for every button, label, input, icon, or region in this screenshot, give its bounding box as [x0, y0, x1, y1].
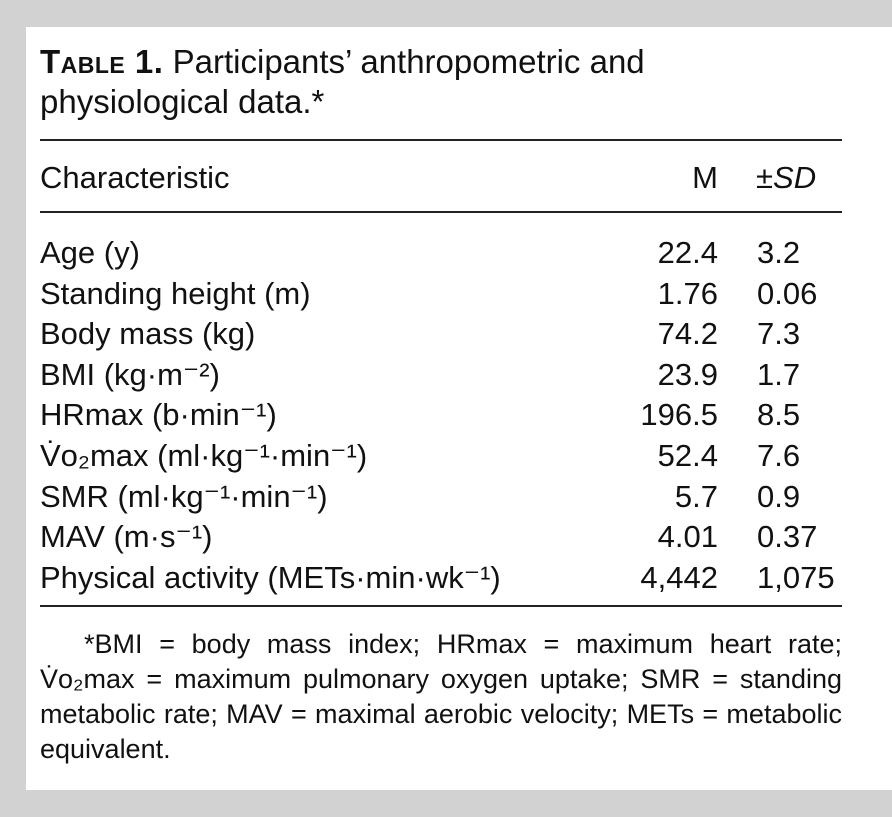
table-caption: Table 1. Participants’ anthropometric an… [40, 42, 780, 122]
header-mean: M [692, 160, 718, 195]
row-mean: 1.76 [657, 275, 718, 311]
top-rule [40, 139, 842, 141]
table-row: Body mass (kg) 74.2 7.3 [40, 314, 842, 355]
row-sd: 0.9 [757, 478, 801, 514]
table-row: Age (y) 22.4 3.2 [40, 233, 842, 274]
row-sd: 7.3 [757, 316, 801, 352]
row-label: V̇o₂max (ml·kg⁻¹·min⁻¹) [40, 437, 368, 473]
table-row: Standing height (m) 1.76 0.06 [40, 274, 842, 315]
header-characteristic: Characteristic [40, 160, 230, 195]
table-row: BMI (kg·m⁻²) 23.9 1.7 [40, 355, 842, 396]
table-panel [26, 27, 892, 790]
row-sd: 8.5 [757, 397, 801, 433]
row-mean: 4.01 [657, 519, 718, 555]
table-row: HRmax (b·min⁻¹) 196.5 8.5 [40, 395, 842, 436]
row-label: SMR (ml·kg⁻¹·min⁻¹) [40, 478, 328, 514]
header-rule [40, 211, 842, 213]
table-row: Physical activity (METs·min·wk⁻¹) 4,442 … [40, 558, 842, 599]
row-label: HRmax (b·min⁻¹) [40, 397, 277, 433]
row-label: MAV (m·s⁻¹) [40, 519, 213, 555]
row-label: BMI (kg·m⁻²) [40, 356, 220, 392]
row-label: Physical activity (METs·min·wk⁻¹) [40, 559, 501, 595]
row-sd: 1,075 [757, 559, 835, 595]
row-mean: 52.4 [657, 437, 718, 473]
row-mean: 74.2 [657, 316, 718, 352]
table-row: V̇o₂max (ml·kg⁻¹·min⁻¹) 52.4 7.6 [40, 436, 842, 477]
table-footnote: *BMI = body mass index; HRmax = maximum … [40, 629, 842, 764]
row-sd: 3.2 [757, 235, 801, 270]
table-row: MAV (m·s⁻¹) 4.01 0.37 [40, 517, 842, 558]
bottom-rule [40, 605, 842, 607]
row-sd: 0.06 [757, 275, 818, 311]
header-sd-prefix: ± [756, 160, 774, 195]
table-body: Age (y) 22.4 3.2 Standing height (m) 1.7… [40, 233, 842, 598]
row-label: Body mass (kg) [40, 316, 256, 352]
row-sd: 1.7 [757, 356, 801, 392]
header-sd-label: SD [773, 160, 817, 195]
row-mean: 4,442 [640, 559, 718, 595]
row-mean: 5.7 [674, 478, 718, 514]
row-mean: 23.9 [657, 356, 718, 392]
row-label: Age (y) [40, 235, 140, 270]
row-sd: 7.6 [757, 437, 801, 473]
table-row: SMR (ml·kg⁻¹·min⁻¹) 5.7 0.9 [40, 477, 842, 518]
row-sd: 0.37 [757, 519, 818, 555]
row-mean: 196.5 [640, 397, 718, 433]
header-sd: ±SD [756, 158, 816, 198]
table-number: Table 1. [40, 43, 164, 80]
row-label: Standing height (m) [40, 275, 311, 311]
table-title: Participants’ anthropometric and physiol… [40, 43, 645, 120]
row-mean: 22.4 [657, 235, 718, 270]
